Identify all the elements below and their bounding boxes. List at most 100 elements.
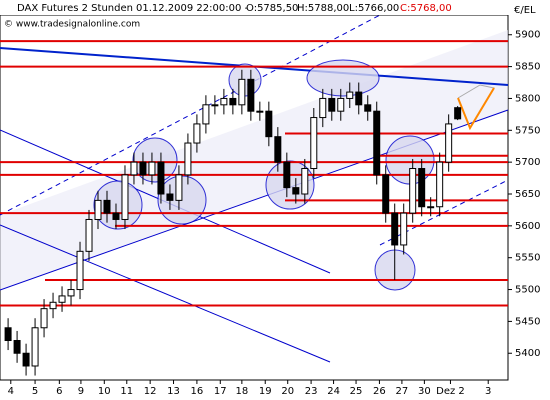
x-tick-label: 3 [485, 386, 491, 397]
candle-body [13, 340, 21, 354]
candle-body [94, 199, 102, 220]
candle-body [301, 168, 309, 195]
y-tick-label: 5600 [515, 221, 540, 232]
ohlc-open: O:5785,50 [246, 3, 298, 14]
candle-body [256, 110, 264, 113]
candle-body [193, 123, 201, 144]
candle-body [391, 212, 399, 246]
candle-body [67, 289, 75, 297]
y-tick-label: 5500 [515, 285, 540, 296]
candle-body [85, 218, 93, 252]
candle-body [400, 212, 408, 246]
y-tick-label: 5850 [515, 62, 540, 73]
candle-body [148, 161, 156, 176]
x-tick-label: 6 [56, 386, 62, 397]
candle-body [418, 168, 426, 208]
candles [4, 69, 462, 376]
candle-body [247, 78, 255, 112]
candle-body [76, 250, 84, 291]
x-tick-label: 25 [350, 386, 363, 397]
candle-body [265, 110, 273, 138]
candle-body [121, 174, 129, 220]
x-tick-label: 12 [144, 386, 157, 397]
x-tick-label: 24 [327, 386, 340, 397]
candle-body [112, 212, 120, 220]
x-tick-label: 26 [373, 386, 386, 397]
x-tick-label: 19 [259, 386, 272, 397]
candle-body [454, 107, 462, 120]
y-tick-label: 5750 [515, 125, 540, 136]
x-tick-label: 9 [78, 386, 84, 397]
chart-title: DAX Futures 2 Stunden [17, 3, 133, 14]
candle-body [292, 187, 300, 195]
candle-body [274, 136, 282, 163]
x-tick-label: 20 [281, 386, 294, 397]
candle-body [40, 308, 48, 329]
x-tick-label: 30 [418, 386, 431, 397]
candle-body [382, 174, 390, 214]
x-tick-label: Dez 2 [436, 386, 465, 397]
candle-body [364, 104, 372, 112]
channel-lower [379, 179, 509, 246]
y-tick-label: 5550 [515, 253, 540, 264]
candle-body [409, 168, 417, 214]
candle-body [184, 142, 192, 176]
marker-circle [306, 59, 380, 97]
levels [0, 40, 508, 307]
candle-body [283, 161, 291, 189]
candle-body [4, 327, 12, 342]
candle-body [211, 104, 219, 107]
candle-body [310, 117, 318, 170]
x-tick-label: 17 [214, 386, 227, 397]
candle-body [445, 123, 453, 163]
unit-label: €/EL [514, 5, 536, 16]
candle-body [49, 301, 57, 310]
candle-body [427, 206, 435, 209]
y-tick-label: 5650 [515, 189, 540, 200]
candle-body [220, 97, 228, 106]
y-tick-label: 5450 [515, 316, 540, 327]
candle-body [355, 91, 363, 106]
x-tick-label: 10 [98, 386, 111, 397]
y-tick-label: 5400 [515, 348, 540, 359]
y-tick-label: 5900 [515, 30, 540, 41]
candle-body [157, 161, 165, 195]
candle-body [319, 97, 327, 119]
candle-body [328, 97, 336, 112]
x-tick-label: 11 [120, 386, 133, 397]
candle-body [139, 161, 147, 176]
candle-body [58, 295, 66, 303]
x-tick-label: 16 [191, 386, 204, 397]
y-tick-label: 5800 [515, 93, 540, 104]
datetime: 01.12.2009 22:00:00 - [136, 3, 249, 14]
header-bg [0, 0, 550, 15]
candle-body [238, 78, 246, 106]
candle-body [31, 327, 39, 367]
trend-down-2 [0, 224, 331, 363]
candle-body [337, 97, 345, 112]
ohlc-high: H:5788,00 [297, 3, 349, 14]
candle-body [229, 97, 237, 106]
x-tick-label: 13 [167, 386, 180, 397]
axes: 5400 5450 5500 5550 5600 5650 5700 5750 5800 5850… [8, 30, 541, 397]
x-tick-label: 4 [8, 386, 14, 397]
candle-body [436, 161, 444, 208]
candle-body [202, 104, 210, 125]
x-tick-label: 18 [235, 386, 248, 397]
candle-body [22, 352, 30, 367]
y-tick-label: 5700 [515, 157, 540, 168]
marker-circle [93, 180, 143, 230]
candle-body [166, 193, 174, 201]
x-tick-label: 27 [396, 386, 409, 397]
ohlc-close: C:5768,00 [400, 3, 452, 14]
projection-orange [457, 87, 495, 131]
candle-body [130, 161, 138, 176]
candle-body [175, 174, 183, 201]
candle-body [103, 199, 111, 214]
watermark: © www.tradesignalonline.com [4, 20, 140, 30]
candle-body [346, 91, 354, 99]
ohlc-low: L:5766,00 [349, 3, 399, 14]
candle-body [373, 110, 381, 176]
x-tick-label: 5 [32, 386, 38, 397]
x-tick-label: 23 [305, 386, 318, 397]
